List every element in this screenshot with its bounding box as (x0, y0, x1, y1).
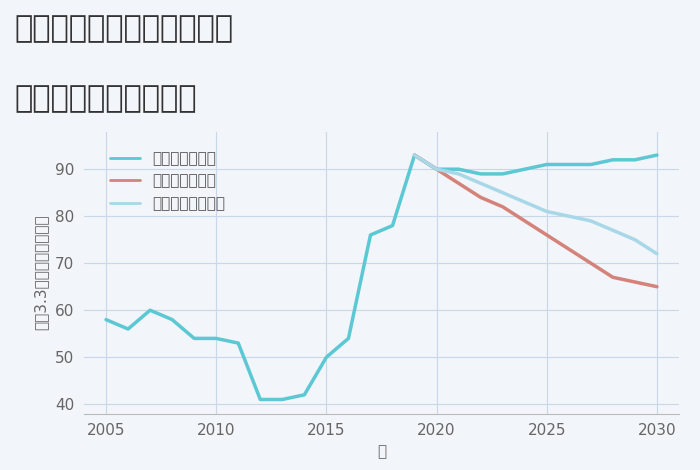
グッドシナリオ (433, 166, 441, 172)
グッドシナリオ (389, 223, 397, 228)
ノーマルシナリオ (653, 251, 662, 257)
ノーマルシナリオ (433, 166, 441, 172)
ノーマルシナリオ (587, 218, 595, 224)
バッドシナリオ (498, 204, 507, 210)
Text: 中古戸建ての価格推移: 中古戸建ての価格推移 (14, 85, 197, 114)
X-axis label: 年: 年 (377, 444, 386, 459)
バッドシナリオ (609, 274, 617, 280)
グッドシナリオ (498, 171, 507, 177)
グッドシナリオ (168, 317, 176, 322)
グッドシナリオ (587, 162, 595, 167)
ノーマルシナリオ (410, 152, 419, 158)
グッドシナリオ (565, 162, 573, 167)
バッドシナリオ (542, 232, 551, 238)
ノーマルシナリオ (477, 180, 485, 186)
グッドシナリオ (300, 392, 309, 398)
ノーマルシナリオ (609, 227, 617, 233)
Text: 福岡県遠賀郡芦屋町山鹿の: 福岡県遠賀郡芦屋町山鹿の (14, 14, 233, 43)
グッドシナリオ (366, 232, 375, 238)
バッドシナリオ (477, 195, 485, 200)
ノーマルシナリオ (565, 213, 573, 219)
Line: バッドシナリオ: バッドシナリオ (414, 155, 657, 287)
Legend: グッドシナリオ, バッドシナリオ, ノーマルシナリオ: グッドシナリオ, バッドシナリオ, ノーマルシナリオ (104, 145, 232, 218)
グッドシナリオ (454, 166, 463, 172)
バッドシナリオ (410, 152, 419, 158)
ノーマルシナリオ (631, 237, 639, 243)
バッドシナリオ (631, 279, 639, 285)
Y-axis label: 平（3.3㎡）単価（万円）: 平（3.3㎡）単価（万円） (33, 215, 48, 330)
グッドシナリオ (521, 166, 529, 172)
グッドシナリオ (653, 152, 662, 158)
グッドシナリオ (344, 336, 353, 341)
バッドシナリオ (565, 246, 573, 252)
グッドシナリオ (102, 317, 110, 322)
グッドシナリオ (124, 326, 132, 332)
バッドシナリオ (653, 284, 662, 290)
Line: グッドシナリオ: グッドシナリオ (106, 155, 657, 400)
グッドシナリオ (146, 307, 154, 313)
ノーマルシナリオ (521, 199, 529, 205)
ノーマルシナリオ (542, 209, 551, 214)
グッドシナリオ (631, 157, 639, 163)
グッドシナリオ (477, 171, 485, 177)
Line: ノーマルシナリオ: ノーマルシナリオ (414, 155, 657, 254)
バッドシナリオ (433, 166, 441, 172)
グッドシナリオ (256, 397, 265, 402)
グッドシナリオ (410, 152, 419, 158)
ノーマルシナリオ (498, 190, 507, 196)
ノーマルシナリオ (454, 171, 463, 177)
バッドシナリオ (587, 260, 595, 266)
グッドシナリオ (234, 340, 242, 346)
グッドシナリオ (190, 336, 198, 341)
バッドシナリオ (521, 218, 529, 224)
グッドシナリオ (322, 354, 330, 360)
グッドシナリオ (278, 397, 286, 402)
グッドシナリオ (609, 157, 617, 163)
グッドシナリオ (542, 162, 551, 167)
グッドシナリオ (212, 336, 220, 341)
バッドシナリオ (454, 180, 463, 186)
